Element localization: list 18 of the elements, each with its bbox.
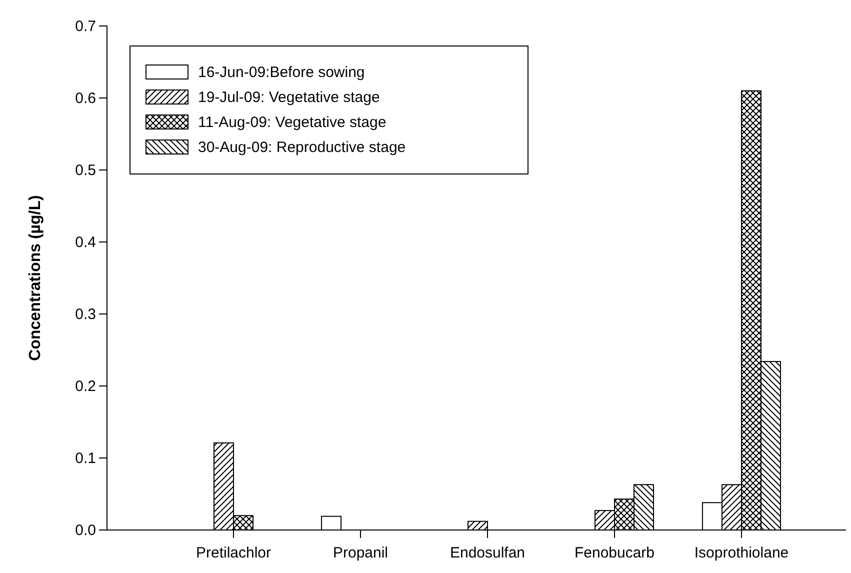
y-tick-label: 0.0: [75, 522, 96, 539]
legend-label: 11-Aug-09: Vegetative stage: [198, 114, 386, 131]
legend-label: 30-Aug-09: Reproductive stage: [198, 139, 406, 156]
y-tick-label: 0.6: [75, 90, 96, 107]
y-tick-label: 0.1: [75, 450, 96, 467]
x-tick-label: Pretilachlor: [196, 544, 272, 562]
x-tick-label: Endosulfan: [450, 544, 526, 562]
y-tick-label: 0.2: [75, 378, 96, 395]
legend-label: 16-Jun-09:Before sowing: [198, 64, 365, 81]
x-tick-label: Fenobucarb: [574, 544, 655, 562]
y-tick-label: 0.5: [75, 162, 96, 179]
y-axis-title: Concentrations (µg/L): [27, 195, 44, 361]
x-tick-label: Propanil: [332, 544, 388, 562]
legend-label: 19-Jul-09: Vegetative stage: [198, 89, 380, 106]
y-tick-label: 0.7: [75, 18, 96, 35]
y-tick-label: 0.4: [75, 234, 96, 251]
y-tick-label: 0.3: [75, 306, 96, 323]
x-tick-label: Isoprothiolane: [694, 544, 789, 562]
